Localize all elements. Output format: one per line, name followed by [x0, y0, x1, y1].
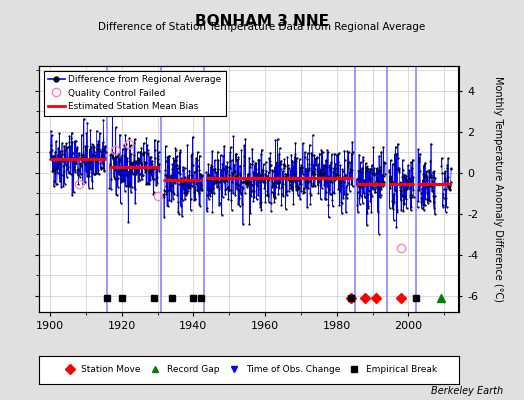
Y-axis label: Monthly Temperature Anomaly Difference (°C): Monthly Temperature Anomaly Difference (…	[493, 76, 503, 302]
Text: Difference of Station Temperature Data from Regional Average: Difference of Station Temperature Data f…	[99, 22, 425, 32]
Text: Berkeley Earth: Berkeley Earth	[431, 386, 503, 396]
Legend: Station Move, Record Gap, Time of Obs. Change, Empirical Break: Station Move, Record Gap, Time of Obs. C…	[58, 363, 440, 377]
Text: BONHAM 3 NNE: BONHAM 3 NNE	[195, 14, 329, 29]
Legend: Difference from Regional Average, Quality Control Failed, Estimated Station Mean: Difference from Regional Average, Qualit…	[44, 70, 226, 116]
